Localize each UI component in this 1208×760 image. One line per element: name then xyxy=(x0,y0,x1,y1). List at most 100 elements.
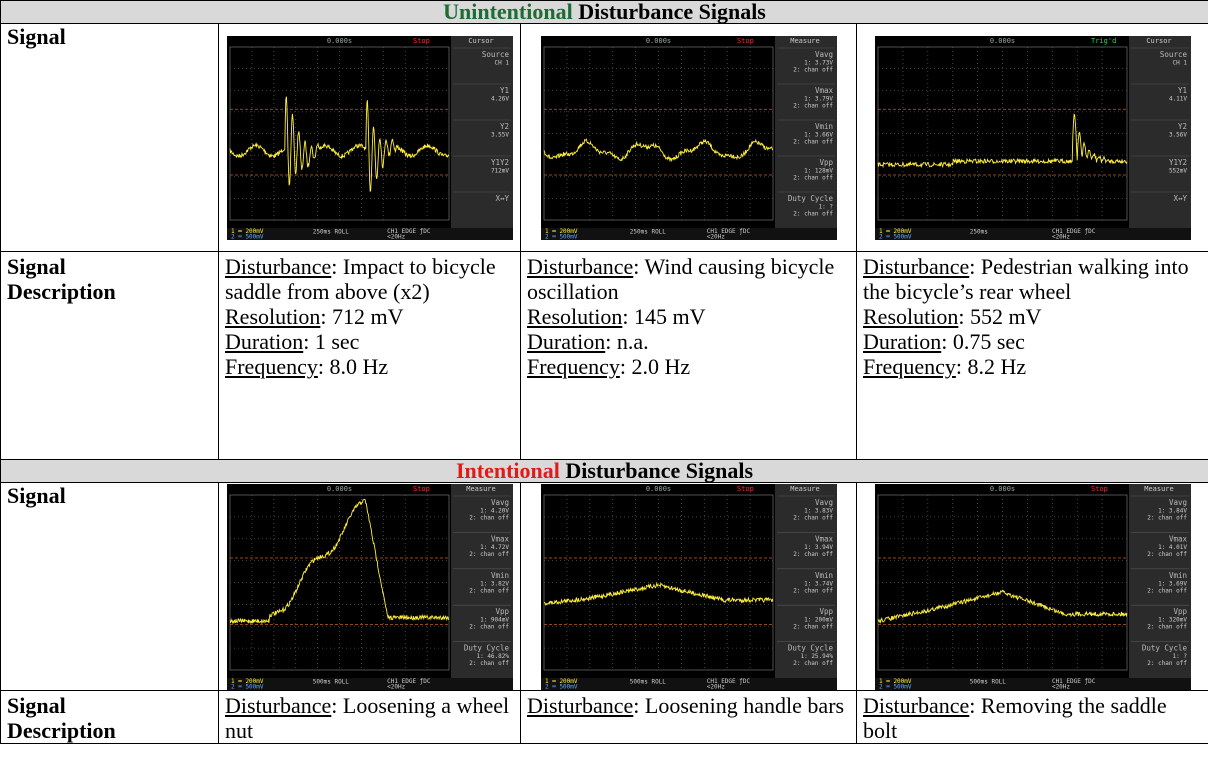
menu-title: Measure xyxy=(1144,485,1174,493)
sidebar-label: Y2 xyxy=(1177,122,1186,131)
title-rest: Disturbance Signals xyxy=(560,458,753,483)
description-item: Resolution: 145 mV xyxy=(527,304,850,329)
sidebar-value: 1: ? xyxy=(1172,653,1187,660)
sidebar-value: 1: 4.20V xyxy=(480,507,509,514)
description-item: Disturbance: Impact to bicycle saddle fr… xyxy=(225,254,514,304)
row-label-text: Signal Description xyxy=(7,254,157,304)
sidebar-value: 1: 25.94% xyxy=(800,653,833,660)
sidebar-label: Y1Y2 xyxy=(1168,158,1186,167)
signal-cell: 0.000sStopMeasureVavg1: 3.84V2: chan off… xyxy=(857,483,1208,691)
sidebar-label: Vmin xyxy=(814,570,832,579)
item-text: : 0.75 sec xyxy=(941,329,1025,354)
signal-cell: 0.000sStopCursorSourceCH 1Y14.26VY23.55V… xyxy=(219,24,521,252)
sidebar-value: 2: chan off xyxy=(469,550,509,557)
timebase: 250ms ROLL xyxy=(312,228,349,235)
sidebar-value: 2: chan off xyxy=(793,587,833,594)
sidebar-value: 1: 3.79V xyxy=(804,95,833,102)
sidebar-label: Vavg xyxy=(814,50,832,59)
section-header: Intentional Disturbance Signals xyxy=(1,460,1208,483)
item-label: Frequency xyxy=(527,354,620,379)
ch2-scale: 2 ═ 500mV xyxy=(879,683,912,690)
item-text: : 552 mV xyxy=(958,304,1041,329)
item-text: : Loosening handle bars xyxy=(633,693,844,718)
sidebar-label: X↔Y xyxy=(495,194,509,203)
sidebar-value: 1: 46.82% xyxy=(476,653,509,660)
run-status: Stop xyxy=(413,37,430,45)
row-label: Signal Description xyxy=(1,252,219,460)
sidebar-value: 4.11V xyxy=(1168,95,1186,102)
section-title: Unintentional Disturbance Signals xyxy=(1,1,1208,24)
menu-title: Measure xyxy=(466,485,496,493)
description-item: Duration: 0.75 sec xyxy=(863,329,1202,354)
timebase: 250ms ROLL xyxy=(629,228,666,235)
sidebar-value: 1: 3.82V xyxy=(480,580,509,587)
sidebar-label: Vmax xyxy=(814,86,833,95)
sidebar-label: Source xyxy=(1159,50,1187,59)
description-item: Resolution: 712 mV xyxy=(225,304,514,329)
sidebar-value: 1: 904mV xyxy=(480,616,509,623)
item-label: Duration xyxy=(863,329,941,354)
row-label: Signal xyxy=(1,483,219,691)
ch2-scale: 2 ═ 500mV xyxy=(879,233,912,240)
item-label: Disturbance xyxy=(225,693,331,718)
sidebar-value: 2: chan off xyxy=(469,587,509,594)
trigger-freq: <20Hz xyxy=(1051,233,1069,240)
sidebar-label: Vpp xyxy=(819,158,833,167)
description-item: Frequency: 2.0 Hz xyxy=(527,354,850,379)
sidebar-label: Source xyxy=(481,50,509,59)
sidebar-label: Vavg xyxy=(490,498,508,507)
sidebar-value: 3.56V xyxy=(1168,131,1186,138)
sidebar-label: Vmax xyxy=(490,534,509,543)
timebase-offset: 0.000s xyxy=(326,37,351,45)
sidebar-label: Y1Y2 xyxy=(490,158,508,167)
timebase: 500ms ROLL xyxy=(312,678,349,685)
sidebar-label: Duty Cycle xyxy=(1141,643,1187,652)
sidebar-value: 1: 200mV xyxy=(804,616,833,623)
menu-title: Cursor xyxy=(1146,37,1171,45)
timebase: 500ms ROLL xyxy=(629,678,666,685)
sidebar-label: Vpp xyxy=(1173,607,1187,616)
timebase-offset: 0.000s xyxy=(989,37,1014,45)
sidebar-value: 2: chan off xyxy=(793,66,833,73)
item-label: Disturbance xyxy=(527,693,633,718)
ch2-scale: 2 ═ 500mV xyxy=(545,233,578,240)
timebase-offset: 0.000s xyxy=(645,485,670,493)
run-status: Trig'd xyxy=(1091,37,1116,45)
sidebar-label: Y1 xyxy=(1177,86,1186,95)
sidebar-value: 2: chan off xyxy=(469,514,509,521)
ch2-scale: 2 ═ 500mV xyxy=(231,683,264,690)
item-text: : 712 mV xyxy=(320,304,403,329)
section-header: Unintentional Disturbance Signals xyxy=(1,1,1208,24)
timebase-offset: 0.000s xyxy=(645,37,670,45)
trigger-freq: <20Hz xyxy=(387,233,405,240)
status-bar xyxy=(875,678,1191,690)
title-accent: Intentional xyxy=(456,458,560,483)
sidebar-label: Y1 xyxy=(499,86,508,95)
item-label: Resolution xyxy=(863,304,958,329)
sidebar-label: Vmax xyxy=(1168,534,1187,543)
sidebar-value: 2: chan off xyxy=(1147,660,1187,667)
sidebar-label: Vmin xyxy=(814,122,832,131)
sidebar-value: 1: 4.01V xyxy=(1158,543,1187,550)
signal-cell: 0.000sTrig'dCursorSourceCH 1Y14.11VY23.5… xyxy=(857,24,1208,252)
sidebar-value: 1: ? xyxy=(818,203,833,210)
run-status: Stop xyxy=(1091,485,1108,493)
sidebar-value: 2: chan off xyxy=(1147,550,1187,557)
run-status: Stop xyxy=(737,485,754,493)
sidebar-value: 2: chan off xyxy=(793,210,833,217)
description-item: Disturbance: Wind causing bicycle oscill… xyxy=(527,254,850,304)
description-cell: Disturbance: Impact to bicycle saddle fr… xyxy=(219,252,521,460)
description-item: Disturbance: Removing the saddle bolt xyxy=(863,693,1202,743)
sidebar-label: Duty Cycle xyxy=(463,643,509,652)
sidebar-label: Duty Cycle xyxy=(787,194,833,203)
description-row: Signal Description Disturbance: Impact to… xyxy=(1,252,1208,460)
sidebar-value: 2: chan off xyxy=(793,174,833,181)
timebase: 500ms ROLL xyxy=(969,678,1006,685)
description-item: Resolution: 552 mV xyxy=(863,304,1202,329)
description-row: Signal DescriptionDisturbance: Loosening… xyxy=(1,691,1208,744)
sidebar-value: 1: 3.69V xyxy=(1158,580,1187,587)
sidebar-value: 1: 3.74V xyxy=(804,580,833,587)
